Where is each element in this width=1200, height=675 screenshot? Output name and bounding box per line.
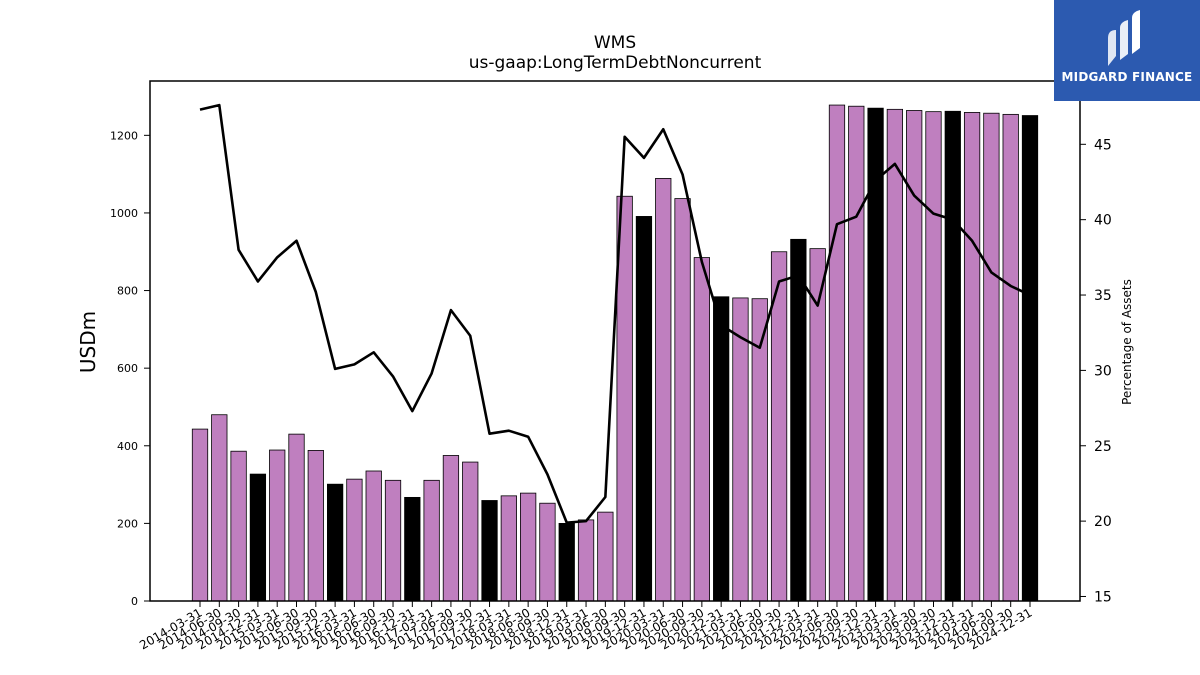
y2-tick-label: 20: [1094, 514, 1112, 530]
line-series: [199, 103, 1031, 524]
bar-2014-03-31: [191, 428, 209, 602]
bar-2020-12-31: [713, 296, 730, 602]
logo-text: MIDGARD FINANCE: [1061, 70, 1193, 84]
bar-2020-03-31: [655, 177, 672, 602]
y-tick-label: 1000: [110, 207, 138, 220]
bar-2018-06-30: [520, 492, 537, 602]
bar-2021-03-31: [732, 297, 749, 602]
y2-tick-label: 25: [1094, 439, 1112, 455]
bar-2024-12-31: [1021, 115, 1039, 602]
bar-2014-12-31: [249, 473, 267, 602]
y-tick-label: 800: [117, 285, 138, 298]
bar-2015-06-30: [288, 433, 305, 602]
y-tick-label: 1200: [110, 129, 138, 142]
bar-2024-06-30: [983, 112, 1000, 602]
bar-2024-03-31: [963, 112, 981, 602]
bar-2023-03-31: [886, 108, 903, 602]
bar-2016-12-31: [404, 496, 421, 602]
bar-2019-03-31: [577, 519, 595, 602]
bar-2014-09-30: [230, 450, 247, 602]
bar-2021-12-31: [790, 238, 807, 602]
percentage-line: [199, 103, 1031, 524]
y-tick-label: 0: [131, 595, 138, 608]
bar-2015-03-31: [269, 449, 286, 602]
bar-2017-03-31: [423, 479, 440, 602]
bar-2020-06-30: [674, 198, 691, 602]
midgard-logo-icon: [1108, 10, 1140, 66]
bar-2019-12-31: [635, 216, 653, 602]
x-axis-ticks: 2014-03-312014-06-302014-09-302014-12-31…: [137, 601, 1035, 652]
y-axis-ticks: 0 200 400 600 800 1000 1200: [110, 129, 150, 608]
bar-2014-06-30: [211, 414, 228, 602]
bar-2018-12-31: [558, 522, 575, 602]
y-axis-label: USDm: [76, 311, 100, 373]
bar-2018-09-30: [539, 502, 556, 602]
bar-2017-06-30: [442, 455, 460, 602]
midgard-finance-logo: MIDGARD FINANCE: [1054, 0, 1200, 101]
plot-frame: [149, 80, 1081, 602]
bar-2022-09-30: [848, 105, 865, 602]
bar-2022-06-30: [828, 104, 846, 602]
y2-axis-ticks: 15 20 25 30 35 40 45: [1080, 137, 1112, 605]
y2-tick-label: 40: [1094, 213, 1112, 229]
bar-series: [191, 104, 1039, 602]
bar-2020-09-30: [693, 257, 710, 602]
y2-tick-label: 45: [1094, 137, 1112, 153]
y-tick-label: 200: [117, 517, 138, 530]
bar-2023-12-31: [944, 110, 961, 602]
y2-tick-label: 15: [1094, 589, 1112, 605]
bar-2024-09-30: [1002, 113, 1019, 602]
y-tick-label: 600: [117, 362, 138, 375]
y2-tick-label: 35: [1094, 288, 1112, 304]
bar-2018-03-31: [500, 495, 517, 602]
y-tick-label: 400: [117, 440, 138, 453]
bar-2017-09-30: [462, 461, 479, 602]
bar-2019-06-30: [597, 511, 614, 602]
bar-2016-03-31: [346, 478, 363, 602]
bar-2015-09-30: [307, 450, 324, 602]
chart-subtitle: us-gaap:LongTermDebtNoncurrent: [469, 53, 762, 73]
bar-2023-06-30: [906, 110, 923, 602]
bar-2016-09-30: [384, 479, 402, 602]
y2-axis-label: Percentage of Assets: [1120, 279, 1134, 405]
bar-2016-06-30: [365, 470, 382, 602]
bar-2023-09-30: [925, 111, 942, 602]
chart-title: WMS: [594, 33, 636, 53]
bar-2015-12-31: [326, 483, 344, 602]
bar-2017-12-31: [481, 500, 498, 602]
y2-tick-label: 30: [1094, 363, 1112, 379]
